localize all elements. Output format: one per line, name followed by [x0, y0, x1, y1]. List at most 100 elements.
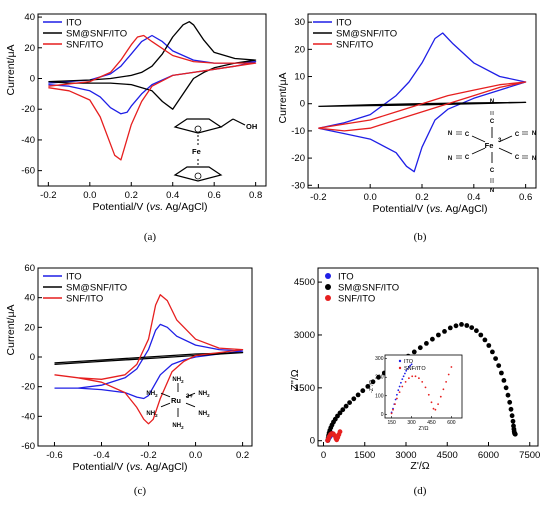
panel-d-point-smsnfito — [430, 336, 435, 342]
panel-d-inset-point — [394, 403, 396, 405]
panel-d-point-smsnfito — [507, 399, 513, 405]
panel-d-point-smsnfito — [508, 406, 514, 412]
panel-c-series-ito — [54, 323, 244, 400]
panel-a-series-snfito — [48, 34, 257, 161]
panel-d-xlabel: Z'/Ω — [410, 460, 429, 472]
panel-b-xtick-label: 0.0 — [364, 192, 377, 203]
panel-d-frame — [317, 267, 539, 447]
panel-d-inset-legend-label: SNF/ITO — [404, 366, 426, 372]
panel-b-ytick-label: -20 — [291, 153, 305, 164]
panel-c-xlabel: Potential/V (vs. Ag/AgCl) — [73, 461, 188, 473]
panel-d-point-smsnfito — [447, 325, 453, 331]
panel-a-ytick-label: -60 — [21, 166, 35, 177]
panel-b-ylabel: Current/μA — [277, 73, 289, 124]
panel-a-ytick-label: 0 — [30, 74, 35, 85]
panel-d-inset-chart: 150 300 450 6000100200300Z'/Ω-Z''/ΩITOSNF/I… — [369, 354, 463, 432]
panel-c-ytick-label: 40 — [24, 293, 35, 304]
svg-text:N: N — [490, 188, 494, 194]
panel-a-ytick-label: -40 — [21, 135, 35, 146]
panel-d-ytick-label: 0 — [310, 436, 315, 447]
panel-b-legend-label: SM@SNF/ITO — [336, 29, 397, 40]
panel-c-xtick-label: 0.0 — [189, 450, 202, 461]
panel-d-inset-point — [410, 363, 413, 366]
panel-d-inset-point — [396, 397, 398, 400]
panel-d-inset-xtick-label: 600 — [447, 420, 456, 426]
panel-d-inset-point — [437, 403, 439, 405]
panel-d-legend-label: SNF/ITO — [338, 294, 375, 305]
panel-b-xtick-label: 0.2 — [415, 192, 428, 203]
panel-d-inset-xtick-label: 300 — [407, 420, 416, 426]
panel-d-point-smsnfito — [337, 410, 343, 416]
panel-d-inset-point — [414, 375, 417, 378]
panel-d-point-smsnfito — [482, 337, 488, 343]
panel-d-legend-swatch — [325, 284, 331, 290]
panel-b-ytick-label: 20 — [294, 44, 305, 55]
panel-d-inset-point — [439, 395, 442, 398]
panel-b-series-snfito — [318, 81, 527, 132]
panel-b-ytick-label: -30 — [291, 180, 305, 191]
panel-d-point-smsnfito — [376, 374, 381, 380]
panel-d-point-smsnfito — [442, 329, 447, 334]
panel-b-ytick-label: 10 — [294, 72, 305, 83]
svg-text:NH2: NH2 — [198, 411, 210, 418]
panel-c-xtick-label: -0.4 — [93, 450, 109, 461]
panel-c-legend-label: ITO — [66, 272, 82, 283]
panel-d-inset-point — [400, 381, 402, 384]
panel-d-point-smsnfito — [343, 403, 349, 409]
svg-text:C: C — [465, 155, 470, 161]
panel-d-point-smsnfito — [365, 384, 371, 389]
panel-d-inset-point — [411, 375, 414, 378]
panel-c-xtick-label: -0.2 — [140, 450, 156, 461]
panel-a-xtick-label: 0.8 — [249, 190, 262, 201]
svg-text:NH2: NH2 — [172, 377, 184, 384]
panel-a: -0.2 0.0 0.2 0.4 0.6 0.8 -60 -40 -20 0 20 40 ITOSM@S… — [5, 12, 267, 243]
panel-a-inset-fe: Fe — [192, 147, 201, 156]
panel-a-ylabel: Current/μA — [5, 45, 17, 96]
panel-a-xlabel: Potential/V (vs. Ag/AgCl) — [93, 201, 208, 213]
panel-d-point-smsnfito — [347, 400, 352, 405]
svg-text:N: N — [532, 131, 536, 137]
panel-d-point-smsnfito — [370, 379, 376, 385]
panel-a-ytick-label: -20 — [21, 104, 35, 115]
panel-c-legend-label: SM@SNF/ITO — [66, 283, 127, 294]
ferricyanide-structure-icon: C C C C C C N N N N N N Fe 3- — [448, 99, 536, 194]
panel-a-xtick-label: 0.6 — [208, 190, 221, 201]
svg-text:N: N — [490, 99, 494, 105]
panel-d-point-smsnfito — [355, 392, 361, 398]
panel-c-ylabel: Current/μA — [5, 305, 17, 356]
panel-b-inset-center: Fe — [485, 141, 494, 150]
svg-text:NH2: NH2 — [146, 391, 158, 398]
ferrocene-methanol-structure-icon — [173, 118, 246, 182]
panel-c: -0.6 -0.4 -0.2 0.0 0.2 -60 -40 -20 0 20 40 60 ITOSM@… — [5, 263, 253, 497]
panel-d-point-smsnfito — [505, 392, 511, 398]
panel-d-inset-legend-swatch — [398, 359, 402, 363]
panel-d-inset-point — [405, 369, 408, 372]
panel-d-point-smsnfito — [501, 378, 507, 383]
panel-b: -0.2 0.0 0.2 0.4 0.6 -30 -20 -10 0 10 20 30 ITOSM@SN… — [277, 13, 537, 243]
panel-d-inset-point — [424, 386, 427, 389]
panel-c-legend-label: SNF/ITO — [66, 294, 103, 305]
panel-d-inset-point — [398, 385, 401, 388]
panel-d-inset-point — [398, 391, 401, 393]
panel-a-caption: (a) — [144, 231, 157, 243]
panel-d-ytick-label: 3000 — [294, 330, 315, 341]
panel-d-xtick-label: 4500 — [437, 450, 458, 461]
svg-text:C: C — [465, 132, 470, 138]
panel-d-inset-point — [418, 377, 420, 380]
panel-d-inset-point — [442, 388, 445, 391]
svg-text:N: N — [448, 131, 452, 137]
panel-d-inset-ytick-label: 300 — [375, 356, 384, 362]
panel-d-inset-point — [401, 385, 404, 388]
panel-d-plot-area: 0 1500 3000 4500 6000 75000150030004500ITOSM@… — [294, 267, 540, 461]
panel-d-inset-point — [397, 389, 400, 392]
panel-d-inset-ytick-label: 100 — [375, 393, 384, 399]
panel-a-legend-label: SNF/ITO — [66, 40, 103, 51]
panel-d-point-smsnfito — [351, 396, 357, 402]
panel-c-ytick-label: -40 — [21, 411, 35, 422]
panel-c-plot-area: -0.6 -0.4 -0.2 0.0 0.2 -60 -40 -20 0 20 40 60 ITOSM@… — [21, 263, 253, 461]
panel-d-inset-point — [409, 364, 412, 367]
svg-text:N: N — [448, 156, 452, 162]
panel-d-point-smsnfito — [464, 323, 470, 328]
panel-b-series-smsnfito — [318, 101, 527, 108]
